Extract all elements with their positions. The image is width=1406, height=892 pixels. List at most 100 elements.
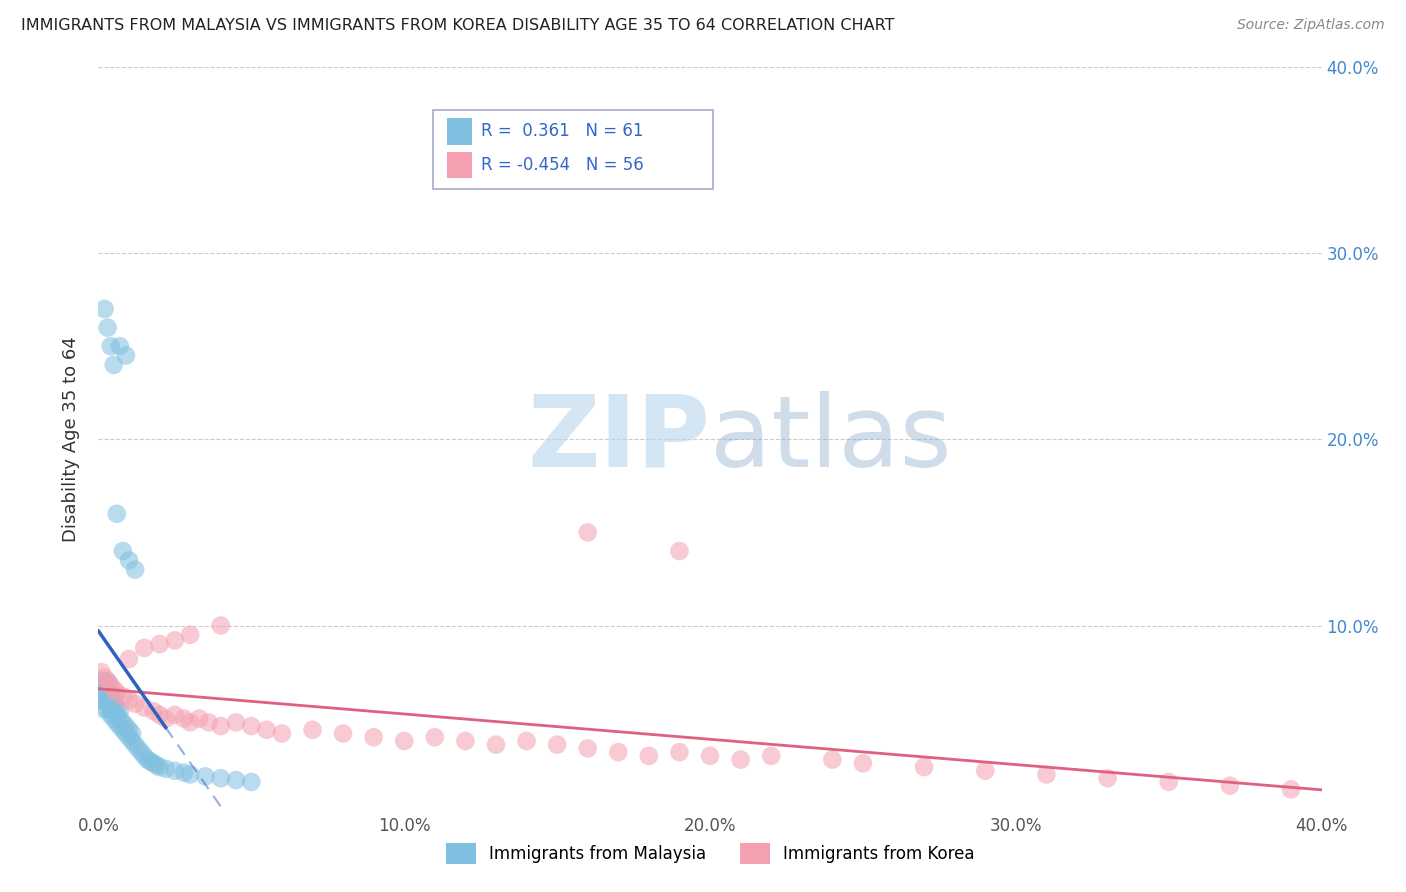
Point <box>270 726 292 740</box>
Point <box>103 358 125 372</box>
Text: atlas: atlas <box>710 391 952 488</box>
Point <box>155 712 177 726</box>
Point <box>100 693 122 707</box>
Point <box>93 301 115 316</box>
Point <box>637 748 661 763</box>
Point <box>105 700 128 714</box>
Point <box>759 748 782 763</box>
Text: ZIP: ZIP <box>527 391 710 488</box>
Point <box>974 764 997 778</box>
Point <box>225 715 247 730</box>
Point <box>188 712 211 726</box>
Point <box>194 769 217 783</box>
Point <box>145 758 167 772</box>
Point <box>163 633 186 648</box>
Point <box>485 738 508 752</box>
Point <box>139 755 162 769</box>
Point <box>97 697 120 711</box>
Y-axis label: Disability Age 35 to 64: Disability Age 35 to 64 <box>62 336 80 542</box>
Point <box>108 719 131 733</box>
Point <box>136 753 159 767</box>
Point <box>209 719 232 733</box>
Point <box>179 767 201 781</box>
Point <box>197 715 219 730</box>
Point <box>607 745 630 759</box>
Point <box>103 697 125 711</box>
Point <box>97 674 120 689</box>
Point <box>134 640 156 655</box>
Point <box>163 764 186 778</box>
Point <box>173 712 195 726</box>
Point <box>108 339 131 353</box>
Point <box>454 734 477 748</box>
Point <box>103 690 125 704</box>
Point <box>100 707 122 722</box>
Point <box>668 544 690 558</box>
Point <box>209 771 232 785</box>
Point <box>105 715 128 730</box>
Point <box>93 693 115 707</box>
Point <box>121 726 143 740</box>
Point <box>134 748 156 763</box>
Point <box>699 748 721 763</box>
Point <box>105 685 128 699</box>
Point <box>1279 782 1302 797</box>
Point <box>105 707 128 722</box>
Point <box>115 349 138 363</box>
Point <box>256 723 278 737</box>
Point <box>97 681 120 696</box>
Point <box>516 734 538 748</box>
Point <box>576 525 599 540</box>
Point <box>163 707 186 722</box>
Point <box>111 544 134 558</box>
Point <box>149 760 172 774</box>
Point <box>93 671 115 685</box>
Point <box>129 745 152 759</box>
Point <box>118 693 141 707</box>
Point <box>97 702 120 716</box>
Point <box>97 320 120 334</box>
Point <box>1035 767 1057 781</box>
Point <box>1157 775 1180 789</box>
Point <box>173 765 195 780</box>
Point <box>240 719 263 733</box>
Point <box>105 507 128 521</box>
Point <box>392 734 416 748</box>
Point <box>93 674 115 689</box>
Point <box>546 738 568 752</box>
Point <box>179 715 201 730</box>
Point <box>115 726 138 740</box>
Point <box>90 693 112 707</box>
Point <box>108 704 131 718</box>
Legend: Immigrants from Malaysia, Immigrants from Korea: Immigrants from Malaysia, Immigrants fro… <box>439 837 981 871</box>
Text: Source: ZipAtlas.com: Source: ZipAtlas.com <box>1237 18 1385 32</box>
Point <box>100 678 122 692</box>
Point <box>103 704 125 718</box>
Point <box>225 773 247 788</box>
Point <box>134 700 156 714</box>
Point <box>1219 779 1241 793</box>
Point <box>90 665 112 679</box>
Point <box>90 683 112 698</box>
Point <box>100 700 122 714</box>
Text: R =  0.361   N = 61: R = 0.361 N = 61 <box>481 122 644 140</box>
Point <box>142 704 165 718</box>
Point <box>301 723 323 737</box>
Point <box>90 674 112 689</box>
Text: R = -0.454   N = 56: R = -0.454 N = 56 <box>481 156 644 174</box>
Point <box>730 753 752 767</box>
Point <box>97 674 120 689</box>
Point <box>93 683 115 698</box>
Point <box>97 690 120 704</box>
Point <box>100 685 122 699</box>
Point <box>111 723 134 737</box>
Point <box>124 738 146 752</box>
Point <box>142 756 165 771</box>
Point <box>576 741 599 756</box>
Point <box>124 563 146 577</box>
Point <box>127 741 149 756</box>
Point <box>363 730 385 744</box>
Point <box>149 637 172 651</box>
Point <box>100 339 122 353</box>
Point <box>111 715 134 730</box>
